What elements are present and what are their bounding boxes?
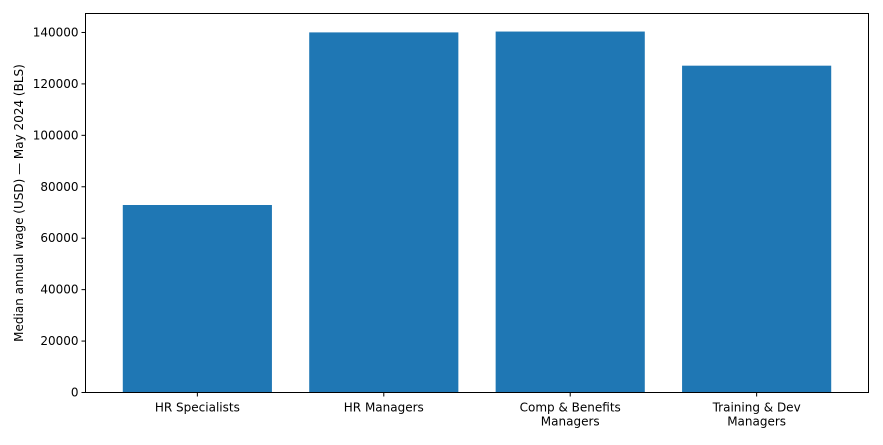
y-tick-label: 40000: [40, 283, 78, 297]
x-tick-label: Managers: [727, 415, 786, 429]
x-tick-label: Training & Dev: [712, 401, 801, 415]
bar: [682, 65, 832, 393]
plot-frame: [85, 13, 869, 393]
y-tick-label: 60000: [40, 231, 78, 245]
x-tick-label: Comp & Benefits: [520, 401, 621, 415]
y-axis-label: Median annual wage (USD) — May 2024 (BLS…: [12, 64, 26, 342]
y-tick-label: 140000: [33, 25, 79, 39]
bar: [309, 32, 459, 393]
bar: [122, 205, 272, 393]
y-tick-label: 20000: [40, 334, 78, 348]
x-tick-label: Managers: [541, 415, 600, 429]
x-tick-label: HR Managers: [344, 401, 424, 415]
bar: [495, 31, 645, 393]
x-tick-label: HR Specialists: [155, 401, 240, 415]
y-tick-label: 80000: [40, 180, 78, 194]
y-tick-label: 0: [71, 386, 79, 400]
y-tick-label: 100000: [33, 128, 79, 142]
y-tick-label: 120000: [33, 77, 79, 91]
